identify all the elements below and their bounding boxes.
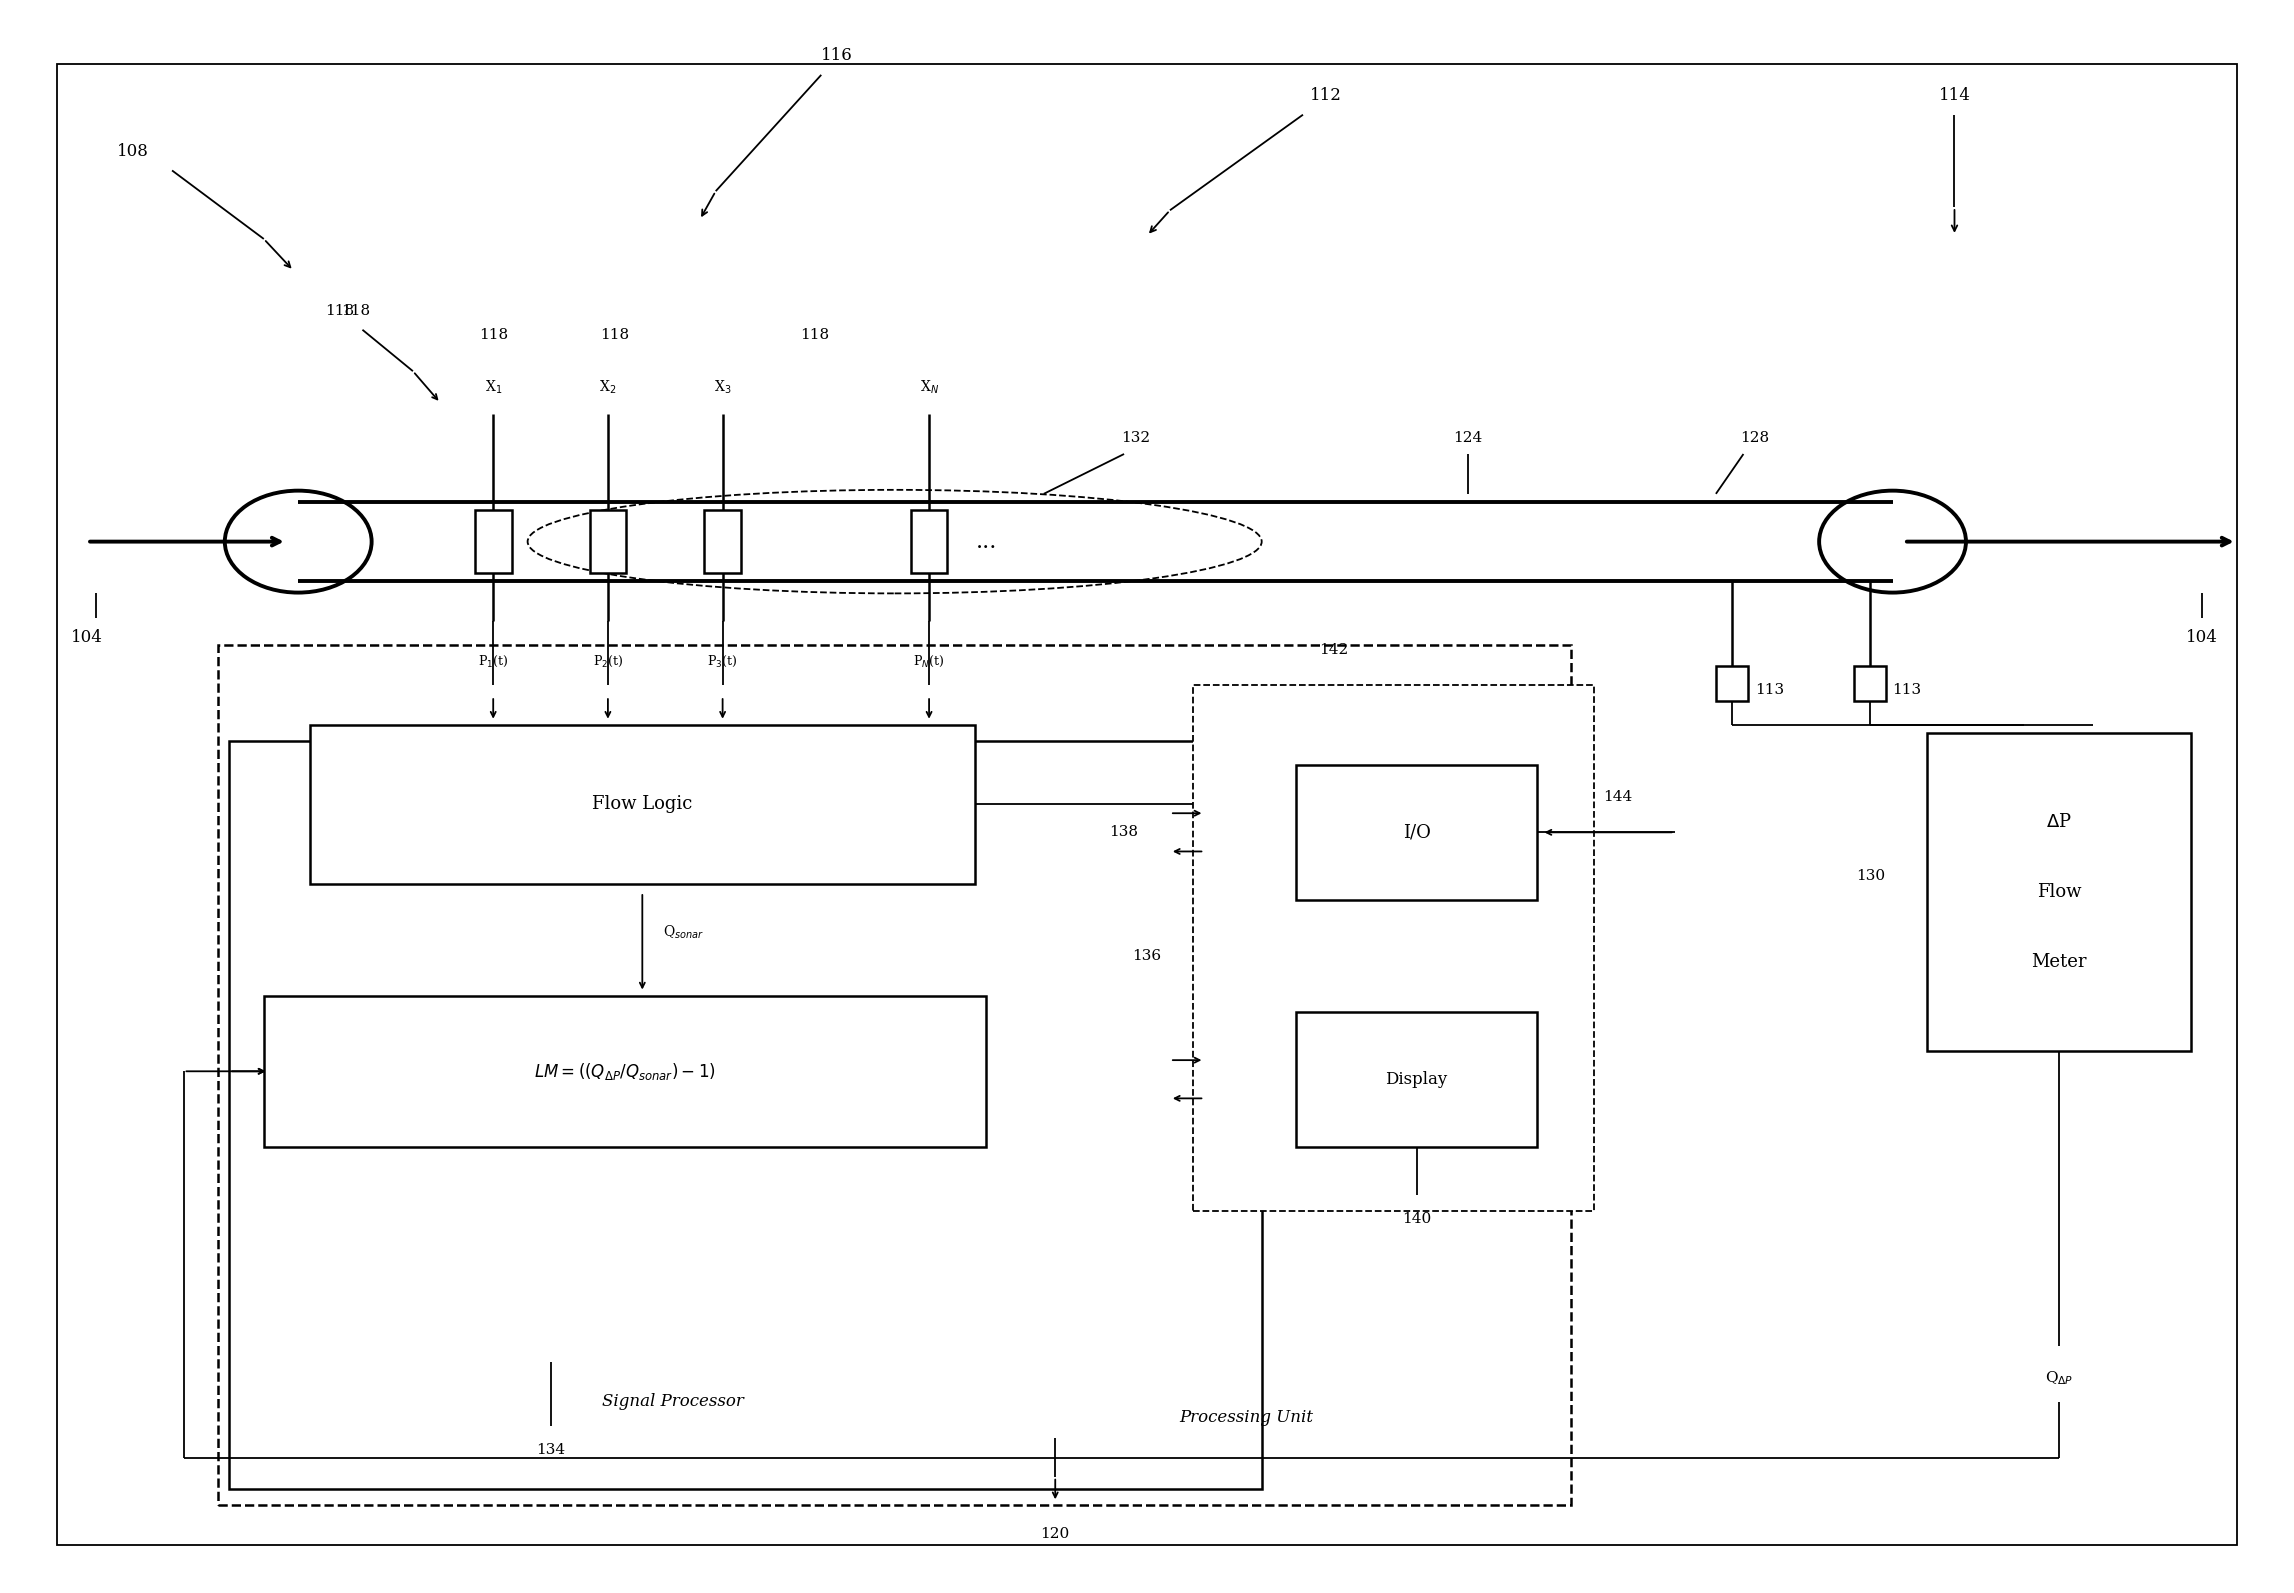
Text: X$_2$: X$_2$ — [599, 379, 617, 395]
Text: 138: 138 — [1110, 825, 1138, 840]
Text: 113: 113 — [1893, 683, 1922, 696]
FancyBboxPatch shape — [1193, 685, 1594, 1211]
FancyBboxPatch shape — [310, 725, 975, 884]
FancyBboxPatch shape — [1716, 666, 1748, 701]
Text: 116: 116 — [821, 48, 853, 64]
Text: Flow: Flow — [2037, 883, 2081, 902]
FancyBboxPatch shape — [218, 645, 1571, 1505]
Text: 104: 104 — [71, 629, 103, 645]
FancyBboxPatch shape — [1296, 765, 1537, 900]
Text: 108: 108 — [117, 143, 149, 159]
Text: 114: 114 — [1938, 88, 1971, 104]
FancyBboxPatch shape — [590, 510, 626, 573]
Text: 120: 120 — [1041, 1528, 1069, 1540]
FancyBboxPatch shape — [911, 510, 947, 573]
Text: ...: ... — [975, 530, 998, 553]
FancyBboxPatch shape — [1927, 733, 2191, 1051]
FancyBboxPatch shape — [264, 996, 986, 1147]
Text: 112: 112 — [1310, 88, 1342, 104]
Text: X$_1$: X$_1$ — [484, 379, 502, 395]
Text: 118: 118 — [342, 304, 369, 317]
Text: 136: 136 — [1133, 949, 1161, 962]
Text: X$_3$: X$_3$ — [713, 379, 732, 395]
Text: Q$_{\Delta P}$: Q$_{\Delta P}$ — [2044, 1368, 2074, 1388]
Text: Processing Unit: Processing Unit — [1179, 1410, 1314, 1426]
FancyBboxPatch shape — [475, 510, 512, 573]
Text: 134: 134 — [537, 1443, 564, 1456]
Text: P$_3$(t): P$_3$(t) — [707, 653, 739, 669]
Text: 118: 118 — [801, 328, 828, 341]
Text: Signal Processor: Signal Processor — [603, 1394, 743, 1410]
Text: P$_2$(t): P$_2$(t) — [592, 653, 624, 669]
Text: 132: 132 — [1122, 432, 1149, 444]
FancyBboxPatch shape — [1296, 1012, 1537, 1147]
Text: 130: 130 — [1856, 870, 1886, 883]
Text: 118: 118 — [326, 304, 353, 317]
FancyBboxPatch shape — [1854, 666, 1886, 701]
Text: Flow Logic: Flow Logic — [592, 795, 693, 814]
Text: 113: 113 — [1755, 683, 1785, 696]
Text: 140: 140 — [1402, 1212, 1431, 1225]
Text: 124: 124 — [1454, 432, 1482, 444]
Text: P$_N$(t): P$_N$(t) — [913, 653, 945, 669]
FancyBboxPatch shape — [229, 741, 1262, 1489]
Text: 128: 128 — [1741, 432, 1769, 444]
Text: 144: 144 — [1604, 790, 1631, 804]
Text: I/O: I/O — [1402, 824, 1431, 841]
FancyBboxPatch shape — [57, 64, 2237, 1545]
Text: Display: Display — [1386, 1070, 1448, 1088]
Text: Meter: Meter — [2030, 953, 2088, 972]
Text: 118: 118 — [479, 328, 507, 341]
Text: $\Delta$P: $\Delta$P — [2046, 812, 2071, 832]
Text: 142: 142 — [1319, 644, 1349, 656]
FancyBboxPatch shape — [704, 510, 741, 573]
Text: $LM=((Q_{\Delta P}/Q_{sonar})-1)$: $LM=((Q_{\Delta P}/Q_{sonar})-1)$ — [535, 1061, 716, 1082]
Text: X$_N$: X$_N$ — [920, 379, 938, 395]
Text: Q$_{sonar}$: Q$_{sonar}$ — [663, 924, 704, 940]
Text: P$_1$(t): P$_1$(t) — [477, 653, 509, 669]
Text: 118: 118 — [601, 328, 629, 341]
Text: 104: 104 — [2186, 629, 2218, 645]
